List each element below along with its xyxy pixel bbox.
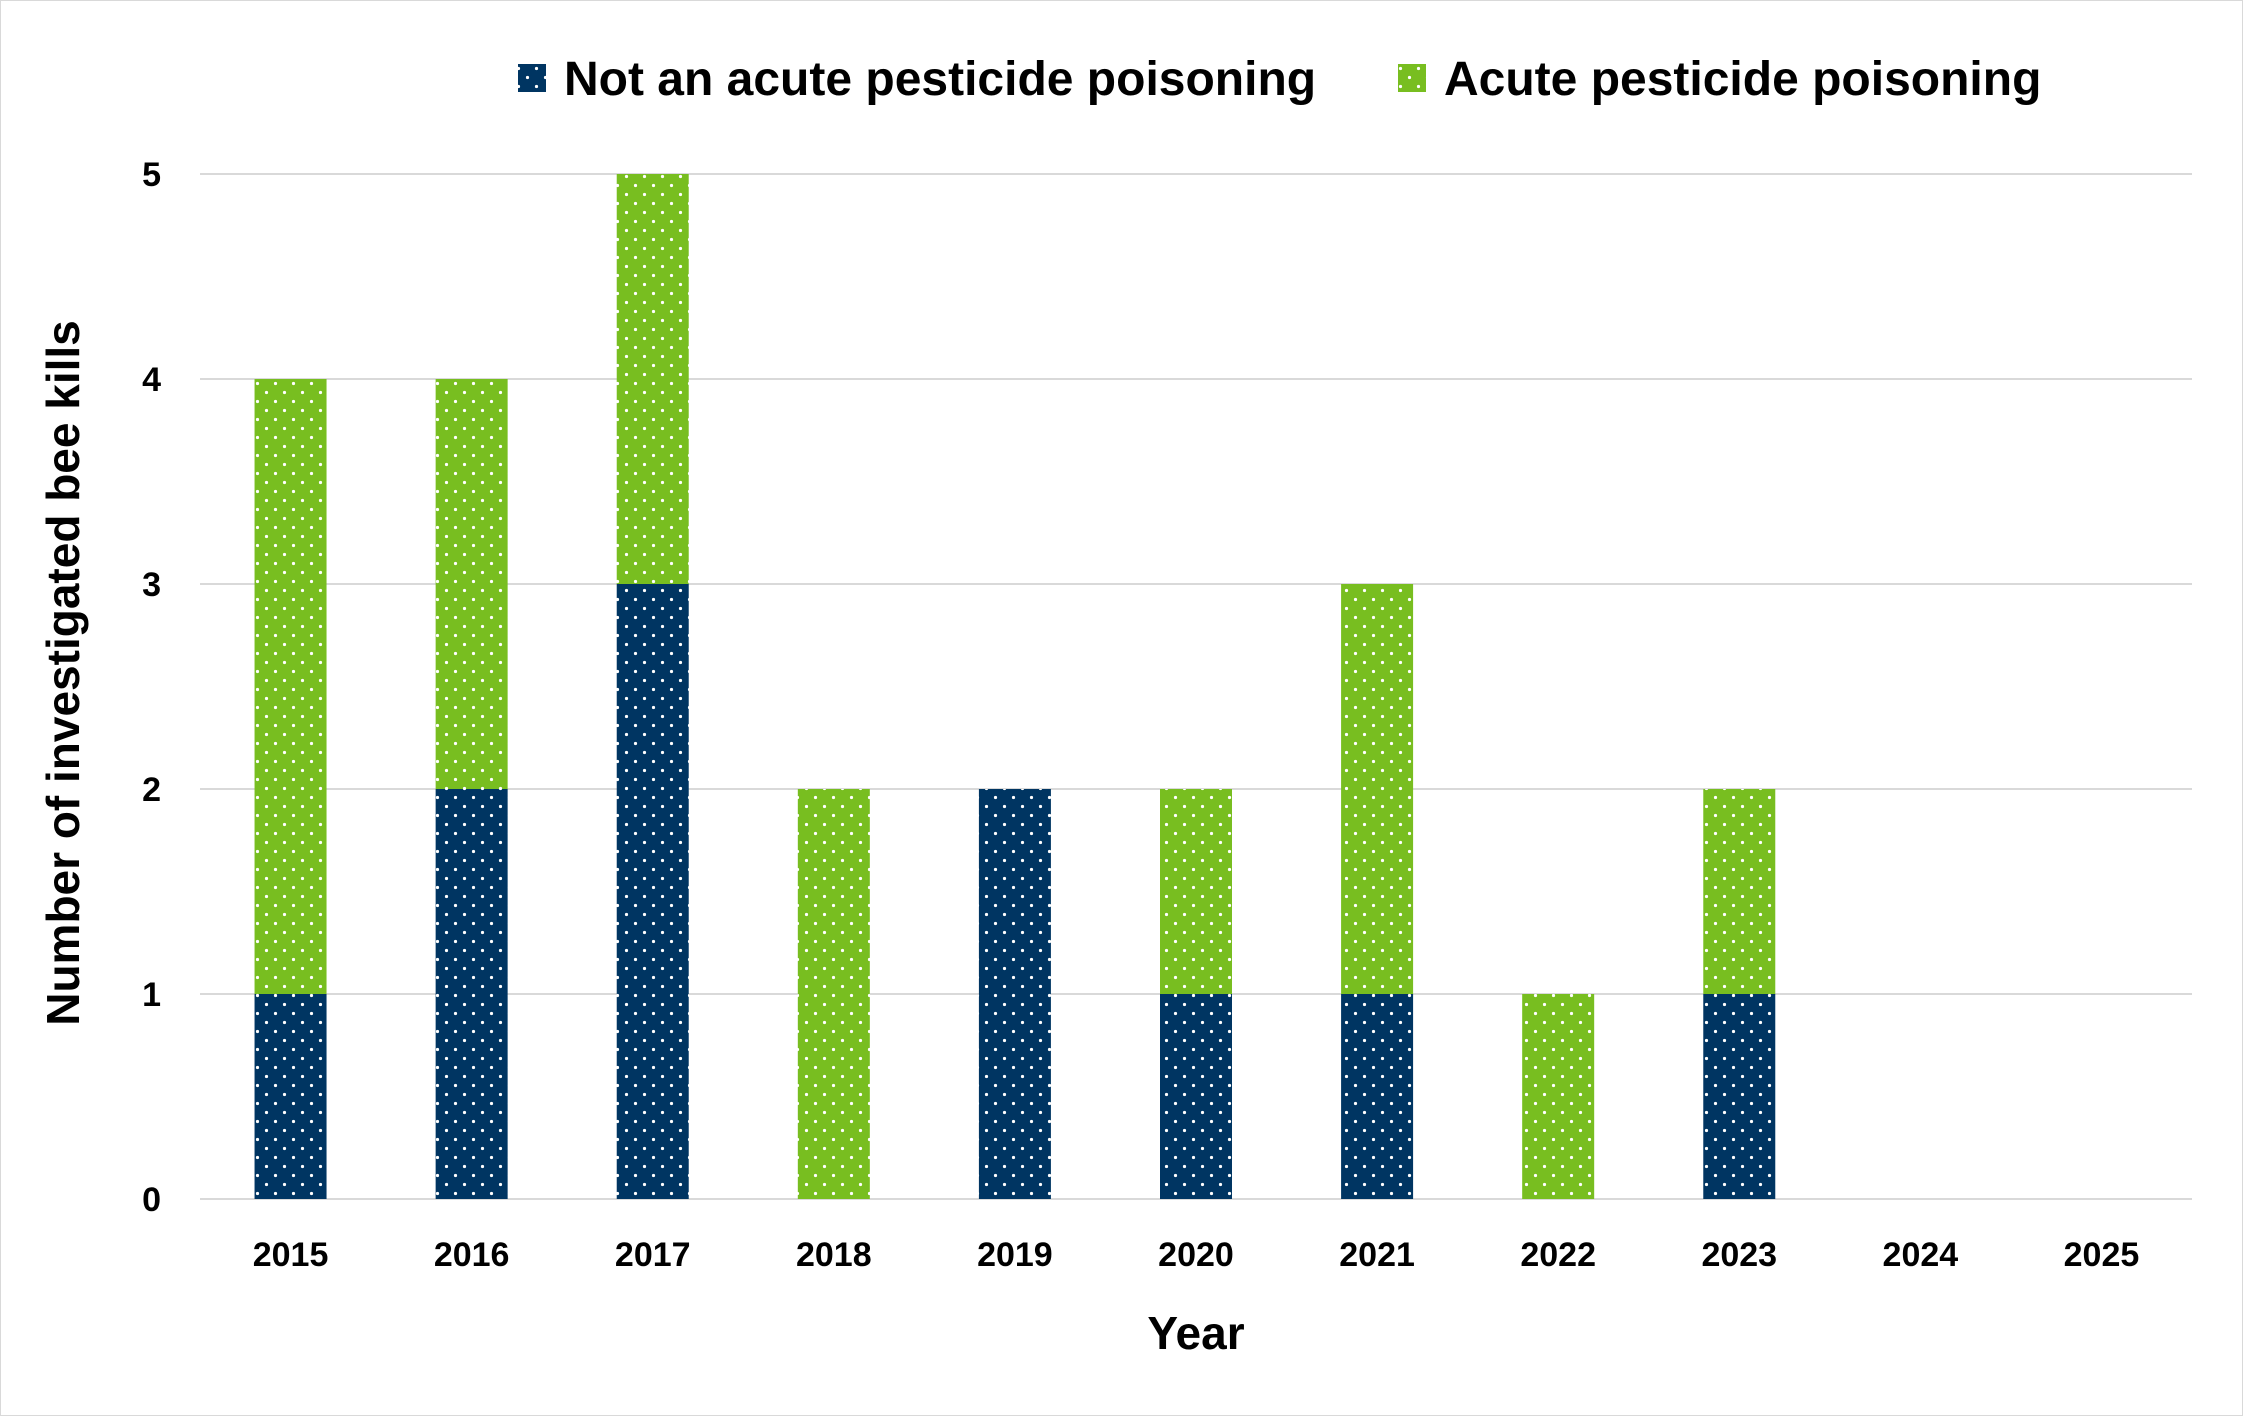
bar-2020-series-1 <box>1160 789 1232 994</box>
bar-2022-series-1 <box>1522 994 1595 1199</box>
y-axis-ticks: 0 1 2 3 4 5 <box>142 156 161 1219</box>
legend: Not an acute pesticide poisoning Acute p… <box>518 53 2041 106</box>
y-tick-label: 2 <box>142 771 161 809</box>
y-tick-label: 0 <box>142 1181 161 1219</box>
bar-2019-series-0 <box>978 789 1051 1199</box>
bar-2018-series-1 <box>797 789 870 1199</box>
bars <box>254 174 1776 1199</box>
x-tick-label: 2016 <box>434 1236 510 1274</box>
x-tick-label: 2024 <box>1883 1236 1959 1274</box>
bar-2023-series-1 <box>1703 789 1776 994</box>
y-tick-label: 5 <box>142 156 161 194</box>
bar-2021-series-1 <box>1341 584 1414 994</box>
bar-2015-series-1 <box>254 379 327 994</box>
x-tick-label: 2022 <box>1520 1236 1596 1274</box>
bar-2021-series-0 <box>1341 994 1414 1199</box>
bar-2016-series-0 <box>435 789 508 1199</box>
x-tick-label: 2017 <box>615 1236 691 1274</box>
x-tick-label: 2023 <box>1701 1236 1777 1274</box>
y-axis-title: Number of investigated bee kills <box>37 320 89 1026</box>
bar-2015-series-0 <box>254 994 327 1199</box>
x-tick-label: 2021 <box>1339 1236 1415 1274</box>
bar-2023-series-0 <box>1703 994 1776 1199</box>
x-tick-label: 2025 <box>2064 1236 2140 1274</box>
legend-swatch-acute <box>1398 64 1426 92</box>
y-tick-label: 3 <box>142 566 161 604</box>
x-tick-label: 2015 <box>253 1236 329 1274</box>
legend-label-not-acute: Not an acute pesticide poisoning <box>564 53 1316 106</box>
x-tick-label: 2020 <box>1158 1236 1234 1274</box>
bar-2017-series-0 <box>616 584 689 1199</box>
y-tick-label: 1 <box>142 976 161 1014</box>
x-tick-label: 2019 <box>977 1236 1053 1274</box>
bar-2017-series-1 <box>616 174 689 584</box>
legend-label-acute: Acute pesticide poisoning <box>1444 53 2041 106</box>
y-tick-label: 4 <box>142 361 161 399</box>
x-axis-title: Year <box>1147 1307 1244 1359</box>
x-axis-ticks: 2015 2016 2017 2018 2019 2020 2021 2022 2023 2024… <box>253 1236 2140 1274</box>
bar-2016-series-1 <box>435 379 508 789</box>
bar-2020-series-0 <box>1160 994 1232 1199</box>
x-tick-label: 2018 <box>796 1236 872 1274</box>
legend-swatch-not-acute <box>518 64 546 92</box>
